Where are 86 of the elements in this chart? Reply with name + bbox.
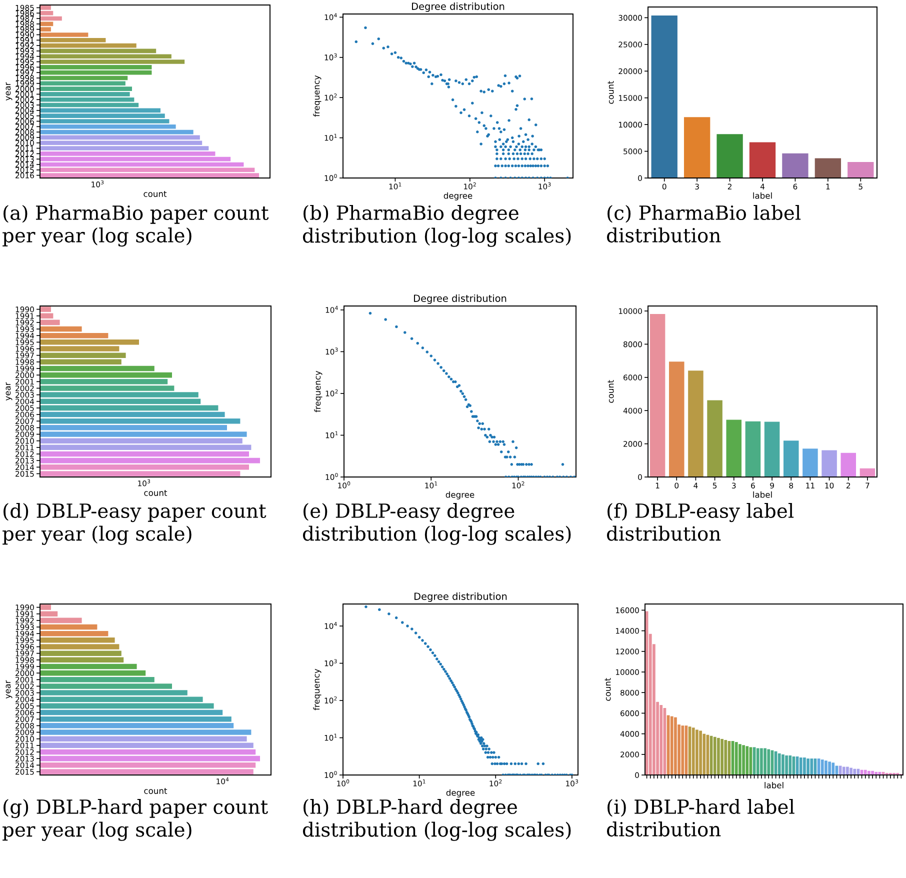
text: (e) DBLP-easy degree distribution (log-log scales) xyxy=(302,503,571,545)
x-axis-title: count xyxy=(144,788,168,794)
x-axis-title: degree xyxy=(446,789,475,798)
bar xyxy=(822,450,837,477)
bar xyxy=(688,370,704,477)
bar xyxy=(860,468,876,477)
x-axis-title: count xyxy=(144,190,167,197)
bar xyxy=(696,730,698,775)
bar xyxy=(783,440,799,477)
text: (c) PharmaBio label distribution xyxy=(606,205,801,243)
bar xyxy=(832,762,835,775)
x-axis-title: label xyxy=(753,491,772,498)
bar xyxy=(707,400,722,477)
text: (a) PharmaBio paper count per year (log scale) xyxy=(2,205,269,247)
text: (f) DBLP-easy label distribution xyxy=(606,503,794,541)
bar xyxy=(738,744,742,775)
x-axis-title: count xyxy=(144,490,168,496)
chart-title: Degree distribution xyxy=(412,2,504,12)
bar xyxy=(802,448,818,477)
bar xyxy=(788,755,792,775)
text: (g) DBLP-hard paper count per year (log scale) xyxy=(2,799,268,841)
bar xyxy=(660,704,663,775)
bar xyxy=(699,730,702,775)
bar xyxy=(684,117,710,178)
y-axis-title: count xyxy=(608,380,614,403)
y-axis-title: frequency xyxy=(314,370,322,412)
bar xyxy=(760,748,763,775)
bar xyxy=(853,768,856,775)
bar xyxy=(864,770,867,775)
bar xyxy=(803,757,806,775)
x-axis-title: label xyxy=(764,782,784,788)
bar xyxy=(828,762,831,775)
y-axis-title: year xyxy=(6,680,12,699)
bar xyxy=(850,768,852,775)
text: (i) DBLP-hard label distribution xyxy=(606,799,794,837)
bar xyxy=(734,742,738,775)
bar xyxy=(814,158,842,178)
bar xyxy=(842,766,846,775)
text: (d) DBLP-easy paper count per year (log scale) xyxy=(2,503,266,545)
bar xyxy=(724,740,728,775)
bar xyxy=(756,748,760,775)
bar xyxy=(713,736,716,775)
chart-title: Degree distribution xyxy=(414,294,506,304)
bar xyxy=(650,314,666,477)
x-axis-title: degree xyxy=(446,491,474,500)
bar xyxy=(806,758,810,775)
bar xyxy=(670,716,674,775)
y-axis-title: count xyxy=(604,678,611,701)
y-axis-title: frequency xyxy=(313,75,322,117)
bar xyxy=(749,142,776,178)
text: (b) PharmaBio degree distribution (log-log scales) xyxy=(302,205,571,247)
bar xyxy=(720,738,724,775)
chart-title: Degree distribution xyxy=(414,592,507,602)
bar xyxy=(810,758,814,775)
x-axis-title: label xyxy=(753,192,772,199)
y-axis-title: count xyxy=(608,80,614,104)
bar xyxy=(840,452,856,477)
x-axis-title: degree xyxy=(444,192,472,200)
text: (h) DBLP-hard degree distribution (log-log scales) xyxy=(302,799,571,841)
bar xyxy=(716,134,743,178)
bar xyxy=(764,748,766,775)
bar xyxy=(778,753,781,775)
bar xyxy=(651,16,678,178)
y-axis-title: year xyxy=(6,82,12,101)
bar xyxy=(692,728,695,775)
bar xyxy=(742,745,745,775)
bar xyxy=(674,717,677,775)
y-axis-title: year xyxy=(6,382,12,401)
bar xyxy=(767,749,770,775)
bar xyxy=(726,420,742,477)
bar xyxy=(764,422,780,477)
bar xyxy=(745,421,761,477)
bar xyxy=(824,760,828,775)
bar xyxy=(668,362,684,477)
bar xyxy=(746,746,749,775)
bar xyxy=(785,755,788,775)
bar xyxy=(702,734,706,775)
bar xyxy=(846,766,849,775)
bar xyxy=(799,757,802,775)
bar xyxy=(717,738,720,775)
bar xyxy=(782,153,808,178)
bar xyxy=(848,162,874,178)
bar xyxy=(681,726,684,775)
bar xyxy=(782,754,784,775)
bar xyxy=(820,760,824,775)
y-axis-title: frequency xyxy=(313,668,322,710)
